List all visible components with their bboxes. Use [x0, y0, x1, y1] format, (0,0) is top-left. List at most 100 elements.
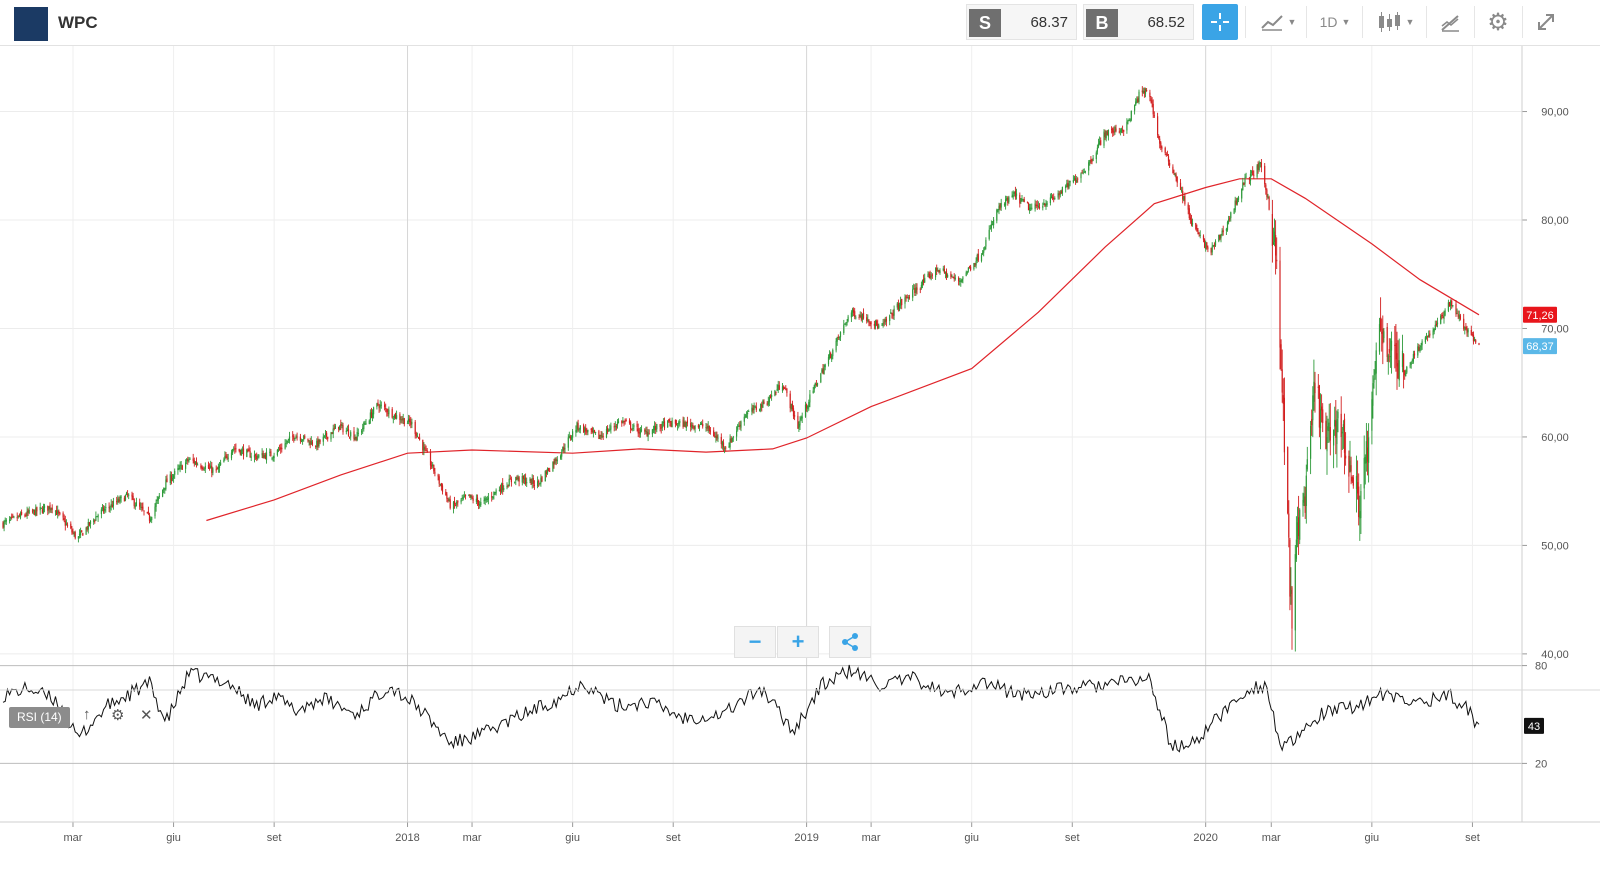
candle-body	[1135, 101, 1137, 106]
candle-body	[1237, 197, 1240, 200]
candle-body	[897, 303, 899, 310]
candle-body	[613, 426, 615, 428]
candle-body	[1173, 173, 1175, 175]
candle-body	[892, 314, 894, 317]
candle-body	[1342, 424, 1344, 431]
candle-body	[212, 468, 214, 473]
candle-body	[552, 462, 554, 472]
candle-body	[132, 495, 134, 500]
candle-body	[975, 261, 977, 266]
candle-body	[1343, 418, 1346, 453]
settings-button[interactable]: ⚙	[1480, 4, 1516, 40]
candle-body	[338, 426, 340, 430]
candle-body	[431, 465, 433, 467]
candle-body	[836, 337, 838, 342]
candle-body	[364, 423, 366, 425]
candle-body	[56, 510, 58, 515]
candle-body	[893, 308, 895, 316]
candle-body	[575, 430, 577, 433]
gear-icon[interactable]: ⚙	[111, 707, 125, 724]
candle-body	[220, 462, 222, 465]
candle-body	[827, 357, 830, 365]
candle-body	[697, 425, 699, 428]
candle-body	[155, 502, 157, 507]
candle-body	[498, 489, 500, 491]
candle-body	[674, 419, 676, 424]
candle-body	[1065, 185, 1067, 189]
zoom-out-button[interactable]: −	[734, 626, 776, 658]
candle-body	[850, 312, 852, 318]
candle-body	[373, 407, 375, 415]
chart-type-button[interactable]: ▼	[1254, 4, 1302, 40]
draw-tools-button[interactable]	[1432, 4, 1468, 40]
candle-body	[601, 435, 603, 437]
candle-body	[633, 425, 635, 428]
candle-body	[790, 403, 792, 410]
rsi-tick-label: 20	[1535, 758, 1547, 770]
candles-button[interactable]: ▼	[1370, 4, 1420, 40]
candle-body	[1345, 455, 1347, 459]
timeframe-select[interactable]: 1D ▼	[1319, 14, 1351, 30]
candle-body	[1440, 315, 1442, 324]
candle-body	[179, 465, 181, 469]
crosshair-button[interactable]	[1202, 4, 1238, 40]
candle-body	[732, 436, 734, 438]
candle-body	[426, 450, 428, 453]
arrow-up-icon[interactable]: ↑	[83, 706, 91, 723]
zoom-in-button[interactable]: +	[777, 626, 819, 658]
candle-body	[738, 425, 740, 427]
candle-body	[954, 277, 956, 280]
candle-body	[388, 409, 390, 415]
candle-body	[1241, 188, 1243, 199]
candle-body	[1272, 242, 1275, 245]
candle-body	[1456, 313, 1458, 315]
candle-body	[1410, 361, 1412, 365]
buy-button[interactable]: B 68.52	[1083, 4, 1194, 40]
candle-body	[625, 420, 627, 422]
candle-body	[1114, 127, 1116, 132]
candle-body	[334, 425, 336, 429]
candle-body	[1267, 196, 1269, 198]
candle-body	[993, 219, 995, 226]
candle-body	[996, 209, 998, 221]
candle-body	[101, 507, 104, 509]
candle-body	[1105, 131, 1107, 139]
candle-body	[1374, 369, 1376, 376]
candle-body	[95, 516, 97, 521]
candle-body	[1348, 455, 1350, 477]
close-icon[interactable]: ✕	[140, 707, 153, 724]
candle-body	[684, 421, 686, 428]
price-chart[interactable]: 90,00 80,00 70,00 60,00 50,00 40,00 mar giu set 2…	[0, 46, 1600, 876]
candle-body	[262, 453, 264, 459]
candle-body	[1129, 120, 1131, 121]
sell-button[interactable]: S 68.37	[966, 4, 1077, 40]
candle-body	[263, 455, 265, 458]
candle-body	[253, 455, 256, 458]
candle-body	[702, 424, 704, 427]
candle-body	[1358, 486, 1360, 518]
candle-body	[1406, 366, 1408, 373]
candle-body	[1327, 426, 1329, 431]
candle-body	[246, 449, 248, 457]
candle-body	[247, 449, 249, 451]
candle-body	[515, 477, 517, 481]
candle-body	[440, 483, 442, 487]
candle-body	[1159, 138, 1161, 144]
candle-body	[722, 442, 725, 448]
candle-body	[662, 422, 664, 424]
candle-body	[1268, 197, 1270, 210]
candle-body	[249, 451, 251, 458]
fullscreen-button[interactable]	[1528, 4, 1564, 40]
candle-body	[1279, 260, 1281, 348]
share-button[interactable]	[829, 626, 871, 658]
candle-body	[1472, 334, 1475, 342]
candle-body	[415, 433, 417, 436]
candle-body	[438, 476, 440, 484]
candle-body	[1181, 189, 1183, 192]
candle-body	[81, 530, 83, 532]
candle-body	[945, 271, 948, 278]
candle-body	[1359, 511, 1361, 519]
rsi-tick-label: 80	[1535, 661, 1547, 673]
rsi-line	[2, 664, 1480, 753]
rsi-label[interactable]: RSI (14)	[9, 707, 70, 728]
